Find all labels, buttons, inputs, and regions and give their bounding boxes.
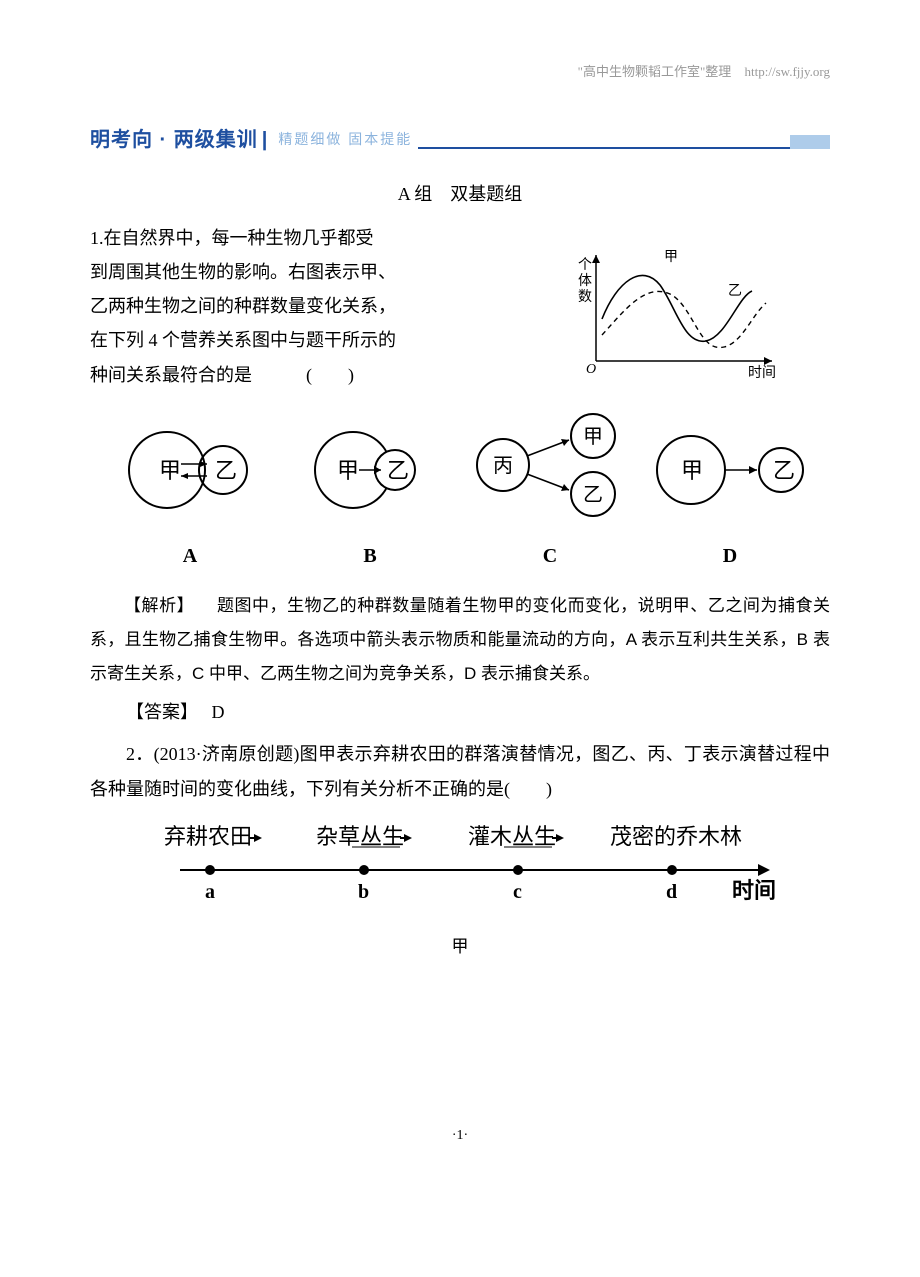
graph-ylabel-1: 个 — [578, 257, 592, 273]
q1-choices: 甲 乙 A 甲 乙 B 丙 — [90, 410, 830, 575]
graph-ylabel-2: 体 — [578, 273, 592, 289]
page-number: ·1· — [90, 1123, 830, 1150]
q1-line2: 到周围其他生物的影响。右图表示甲、 — [90, 255, 497, 289]
answer-value: D — [212, 702, 225, 722]
banner-title: 明考向 · 两级集训 — [90, 121, 258, 159]
choiceA-yi: 乙 — [215, 458, 237, 483]
tl-d: d — [666, 881, 677, 903]
choiceB-jia: 甲 — [337, 458, 359, 483]
banner-sep: | — [262, 121, 269, 159]
choiceB-yi: 乙 — [387, 458, 409, 483]
choiceA-jia: 甲 — [159, 458, 181, 483]
tl-a: a — [205, 881, 215, 903]
choice-B-label: B — [280, 537, 460, 575]
group-title: A 组 双基题组 — [90, 177, 830, 211]
choice-B: 甲 乙 B — [280, 420, 460, 575]
q1-line5: 种间关系最符合的是 ( ) — [90, 358, 497, 392]
tl-xlabel: 时间 — [732, 878, 776, 903]
stage-0: 弃耕农田 — [164, 824, 252, 849]
graph-label-yi: 乙 — [728, 283, 742, 299]
q2-timeline-figure: 弃耕农田 杂草丛生 灌木丛生 茂密的乔木林 a b c d 时间 — [90, 820, 830, 921]
tl-c: c — [513, 881, 522, 903]
choice-D-label: D — [640, 537, 820, 575]
q1-stem: 1.在自然界中，每一种生物几乎都受 到周围其他生物的影响。右图表示甲、 乙两种生… — [90, 221, 497, 392]
question-2-stem: 2．(2013·济南原创题)图甲表示弃耕农田的群落演替情况，图乙、丙、丁表示演替… — [90, 737, 830, 805]
choiceD-jia: 甲 — [681, 458, 703, 483]
choice-A-label: A — [100, 537, 280, 575]
graph-xlabel: 时间 — [748, 365, 776, 381]
q1-answer: 【答案】 D — [90, 695, 830, 729]
stage-2: 灌木丛生 — [468, 824, 556, 849]
q2-caption: 甲 — [90, 931, 830, 963]
banner-rule — [418, 147, 790, 149]
q1-analysis: 【解析】 题图中，生物乙的种群数量随着生物甲的变化而变化，说明甲、乙之间为捕食关… — [90, 589, 830, 691]
header-url[interactable]: http://sw.fjjy.org — [745, 64, 830, 79]
answer-label: 【答案】 — [126, 702, 189, 722]
tl-b: b — [358, 881, 369, 903]
choiceD-yi: 乙 — [773, 458, 795, 483]
page-header: "高中生物颗韬工作室"整理 http://sw.fjjy.org — [90, 60, 830, 85]
graph-ylabel-3: 数 — [578, 289, 592, 305]
graph-label-jia: 甲 — [664, 250, 678, 265]
choice-C: 丙 甲 乙 C — [460, 410, 640, 575]
question-1: 1.在自然界中，每一种生物几乎都受 到周围其他生物的影响。右图表示甲、 乙两种生… — [90, 221, 830, 392]
banner-tail — [790, 135, 830, 149]
analysis-label: 【解析】 — [124, 596, 194, 615]
header-source: "高中生物颗韬工作室"整理 — [578, 64, 732, 79]
choiceC-jia: 甲 — [583, 426, 603, 448]
q1-line3: 乙两种生物之间的种群数量变化关系， — [90, 289, 497, 323]
stage-3: 茂密的乔木林 — [610, 824, 742, 849]
q1-line4: 在下列 4 个营养关系图中与题干所示的 — [90, 323, 497, 357]
q1-population-graph: 个 体 数 时间 O 甲 乙 — [534, 221, 830, 392]
banner-subtitle: 精题细做 固本提能 — [278, 126, 412, 153]
graph-origin: O — [586, 362, 596, 377]
choice-D: 甲 乙 D — [640, 420, 820, 575]
choiceC-bing: 丙 — [493, 455, 513, 477]
choice-A: 甲 乙 A — [100, 420, 280, 575]
stage-1: 杂草丛生 — [316, 824, 404, 849]
section-banner: 明考向 · 两级集训 | 精题细做 固本提能 — [90, 125, 830, 155]
q1-line1: 1.在自然界中，每一种生物几乎都受 — [90, 221, 497, 255]
choiceC-yi: 乙 — [583, 484, 603, 506]
choice-C-label: C — [460, 537, 640, 575]
analysis-text: 题图中，生物乙的种群数量随着生物甲的变化而变化，说明甲、乙之间为捕食关系，且生物… — [90, 596, 830, 683]
graph-curve-yi — [602, 291, 766, 347]
